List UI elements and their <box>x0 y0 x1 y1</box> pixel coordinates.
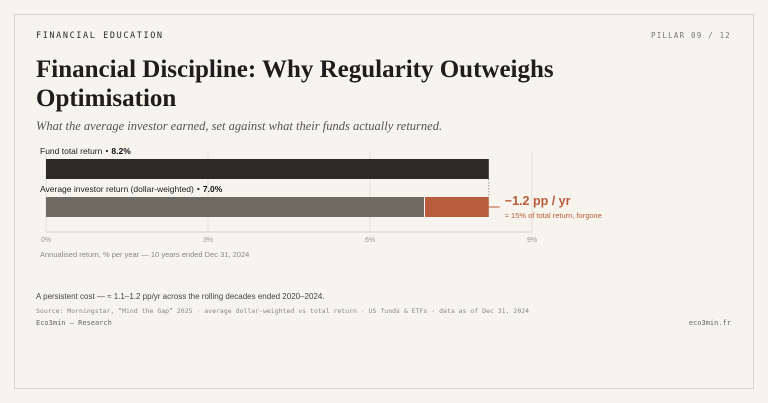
x-tick-label: 6% <box>365 237 375 244</box>
category-label: Average investor return (dollar-weighted… <box>40 184 194 194</box>
gap-label: −1.2 pp / yr <box>505 194 571 208</box>
kicker: FINANCIAL EDUCATION <box>36 31 164 41</box>
gap-segment <box>425 197 489 217</box>
bar <box>46 197 424 217</box>
footnote: A persistent cost — ≈ 1.1–1.2 pp/yr acro… <box>36 292 325 301</box>
value-label: 8.2% <box>111 146 131 156</box>
gap-note: ≈ 15% of total return, forgone <box>505 211 602 220</box>
x-tick-label: 0% <box>41 237 51 244</box>
separator-dot <box>197 187 200 191</box>
value-label: 7.0% <box>203 184 223 194</box>
footer-right: eco3min.fr <box>689 319 731 327</box>
x-axis-label: Annualised return, % per year — 10 years… <box>40 250 249 259</box>
source: Source: Morningstar, “Mind the Gap” 2025… <box>36 307 529 315</box>
x-tick-label: 3% <box>203 237 213 244</box>
category-label: Fund total return <box>40 146 103 156</box>
card-border <box>14 14 754 389</box>
subtitle: What the average investor earned, set ag… <box>36 119 442 133</box>
footer-left: Eco3min — Research <box>36 319 112 327</box>
separator-dot <box>105 149 108 153</box>
bar <box>46 159 489 179</box>
x-tick-label: 9% <box>527 237 537 244</box>
title: Financial Discipline: Why Regularity Out… <box>36 56 554 112</box>
pillar: PILLAR 09 / 12 <box>651 31 731 40</box>
